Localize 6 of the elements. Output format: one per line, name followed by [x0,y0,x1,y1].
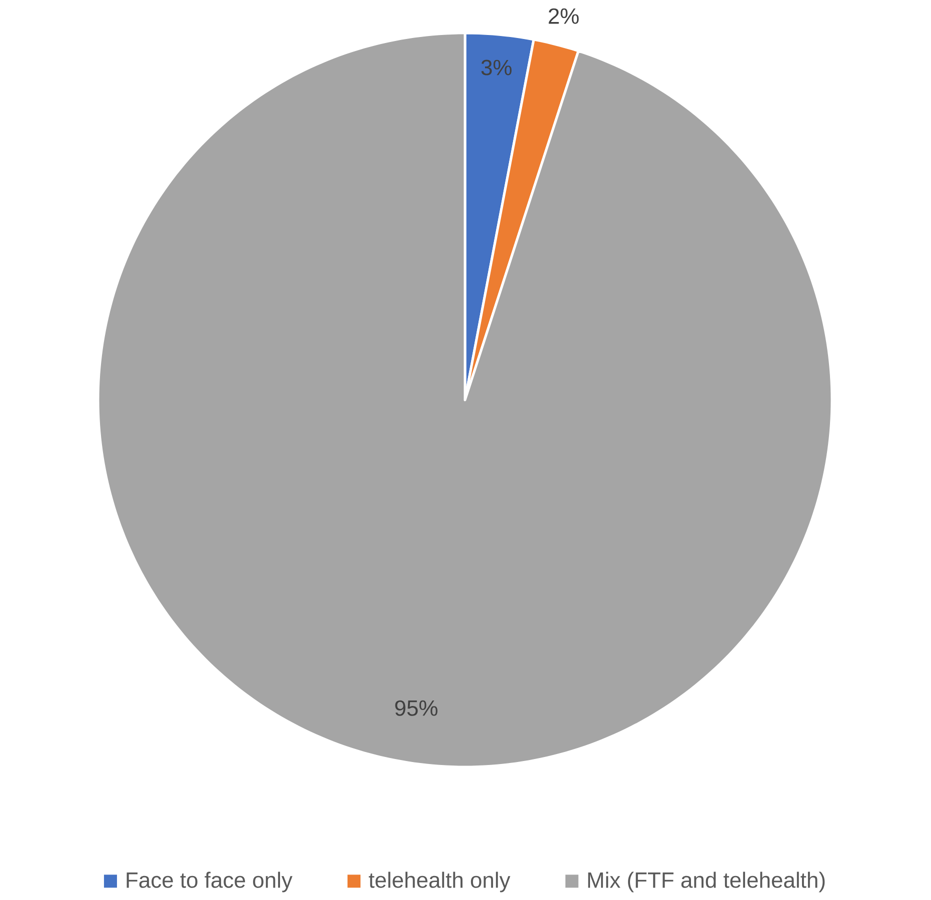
legend-label: telehealth only [368,872,510,892]
legend-label: Face to face only [126,872,292,892]
legend-label: Mix (FTF and telehealth) [588,872,825,892]
data-label: 3% [481,60,512,76]
data-label: 2% [548,8,579,24]
data-label: 95% [395,700,438,716]
